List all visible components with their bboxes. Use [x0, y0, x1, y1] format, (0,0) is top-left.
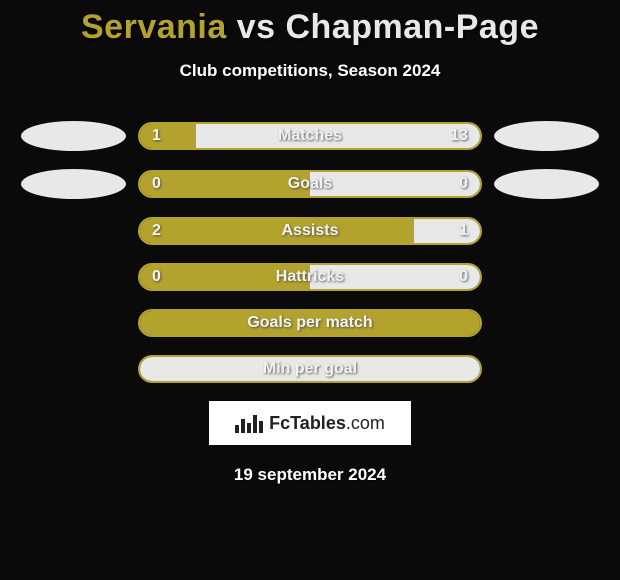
stat-row: Goals per match [0, 309, 620, 337]
date-label: 19 september 2024 [0, 465, 620, 485]
player-ellipse-left [21, 169, 126, 199]
subtitle: Club competitions, Season 2024 [0, 61, 620, 81]
title-right: Chapman-Page [285, 8, 539, 46]
logo-domain: .com [346, 413, 385, 433]
stat-bar: 0 0 Hattricks [138, 263, 482, 291]
title-vs: vs [227, 8, 286, 46]
bar-fill-right [414, 219, 480, 243]
page-title: Servania vs Chapman-Page [0, 8, 620, 47]
stat-row: 2 1 Assists [0, 217, 620, 245]
stat-bar: Min per goal [138, 355, 482, 383]
stat-bar: 0 0 Goals [138, 170, 482, 198]
stat-label: Assists [282, 222, 339, 240]
player-ellipse-left [21, 121, 126, 151]
stat-label: Matches [278, 127, 342, 145]
stat-row: 0 0 Hattricks [0, 263, 620, 291]
logo-text: FcTables.com [269, 413, 385, 434]
stat-value-right: 0 [459, 268, 468, 286]
comparison-container: Servania vs Chapman-Page Club competitio… [0, 0, 620, 485]
stat-label: Min per goal [263, 360, 357, 378]
bar-fill-left [140, 172, 310, 196]
bar-fill-right [310, 172, 480, 196]
stat-bar: Goals per match [138, 309, 482, 337]
logo-box: FcTables.com [209, 401, 411, 445]
stat-row: Min per goal [0, 355, 620, 383]
player-ellipse-right [494, 169, 599, 199]
bars-icon [235, 413, 263, 433]
stat-value-left: 0 [152, 268, 161, 286]
stat-row: 0 0 Goals [0, 169, 620, 199]
stat-label: Hattricks [276, 268, 344, 286]
stat-row: 1 13 Matches [0, 121, 620, 151]
bar-fill-left [140, 219, 414, 243]
stat-value-right: 1 [459, 222, 468, 240]
bar-fill-left [140, 124, 196, 148]
stat-value-right: 13 [450, 127, 468, 145]
stat-label: Goals [288, 175, 332, 193]
stat-value-left: 2 [152, 222, 161, 240]
title-left: Servania [81, 8, 227, 46]
stat-bar: 2 1 Assists [138, 217, 482, 245]
player-ellipse-right [494, 121, 599, 151]
stat-label: Goals per match [247, 314, 372, 332]
stat-value-left: 0 [152, 175, 161, 193]
stats-zone: 1 13 Matches 0 0 Goals 2 1 Assists 0 0 Hattricks Goa… [0, 121, 620, 383]
logo-brand: FcTables [269, 413, 346, 433]
stat-value-left: 1 [152, 127, 161, 145]
stat-value-right: 0 [459, 175, 468, 193]
stat-bar: 1 13 Matches [138, 122, 482, 150]
